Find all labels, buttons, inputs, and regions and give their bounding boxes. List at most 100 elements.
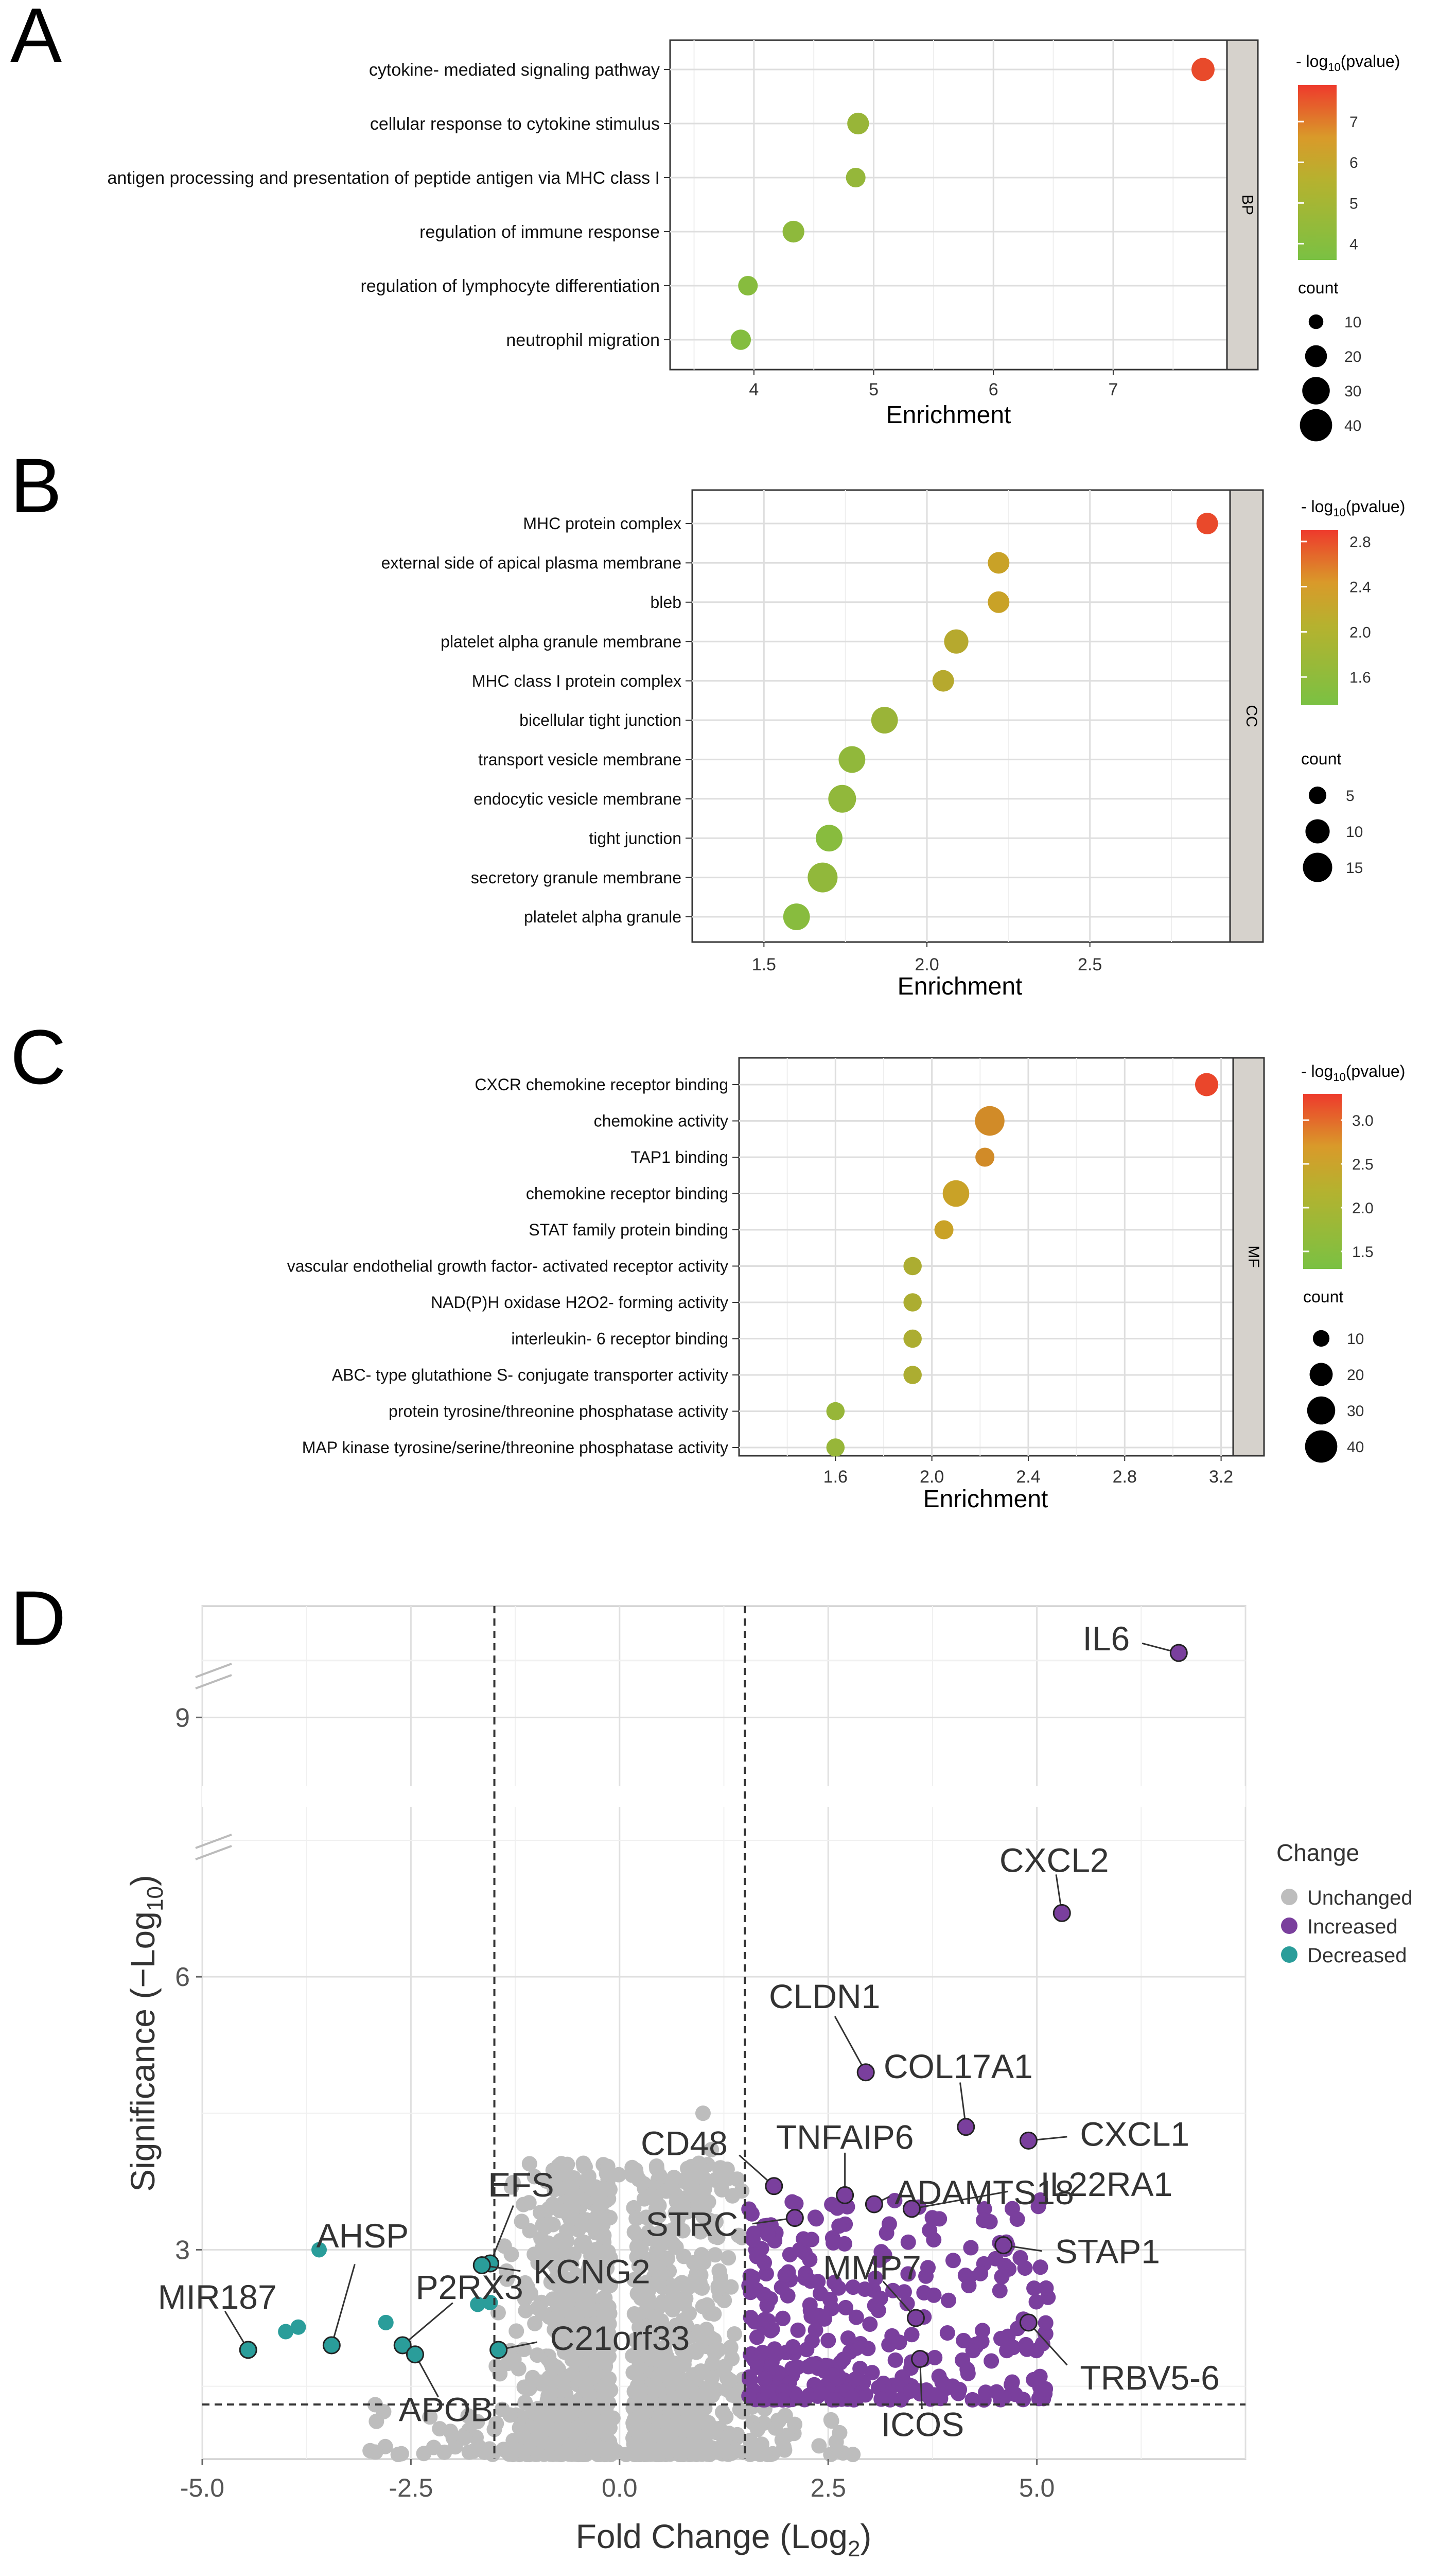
gene-point	[376, 2403, 392, 2419]
gene-point	[796, 2231, 812, 2247]
gene-point	[790, 2322, 806, 2338]
x-tick-label: 5.0	[1019, 2473, 1055, 2502]
facet-strip	[1232, 1057, 1265, 1457]
labeled-gene-point	[994, 2236, 1013, 2255]
x-ticks: 1.6 2.0 2.4 2.8 3.2	[823, 1456, 1233, 1487]
size-key-dot	[1305, 345, 1327, 368]
x-axis-title: Fold Change (Log	[576, 2517, 848, 2555]
gene-point	[699, 2380, 715, 2396]
gene-point	[749, 2329, 765, 2345]
x-ticks: 4 5 6 7	[749, 370, 1118, 399]
gene-point	[959, 2361, 975, 2377]
term-label: ABC- type glutathione S- conjugate trans…	[332, 1366, 728, 1384]
panel-letter: A	[10, 0, 62, 78]
gene-point	[627, 2162, 643, 2178]
labeled-gene-point	[472, 2256, 491, 2274]
gene-point	[505, 2175, 521, 2191]
gene-point	[1004, 2374, 1020, 2390]
gene-point	[530, 2300, 546, 2316]
color-tick-label: 3.0	[1352, 1112, 1374, 1129]
gene-point	[978, 2384, 994, 2400]
legend-color-title-tail: (pvalue)	[1341, 52, 1400, 71]
gene-point	[603, 2277, 619, 2293]
gene-point	[678, 2291, 694, 2307]
gene-point	[927, 2349, 943, 2365]
enrichment-dot	[932, 670, 954, 692]
gene-point	[671, 2418, 687, 2434]
gene-label: IL6	[1083, 1619, 1130, 1658]
gene-point	[887, 2352, 903, 2368]
x-tick-label: -2.5	[389, 2473, 433, 2502]
gene-label: STAP1	[1055, 2233, 1160, 2271]
x-axis-title-tail: )	[860, 2517, 871, 2555]
gene-point	[666, 2169, 682, 2185]
svg-text:Fold Change (Log2): Fold Change (Log2)	[576, 2517, 872, 2559]
gene-point	[598, 2400, 614, 2416]
size-keys: 10 20 30 40	[1305, 1330, 1364, 1463]
gene-point	[567, 2174, 583, 2190]
gene-point	[999, 2343, 1015, 2359]
enrichment-dot	[826, 1438, 845, 1457]
size-keys: 5 10 15	[1303, 786, 1363, 882]
gene-point	[691, 2155, 707, 2171]
gene-point	[940, 2292, 956, 2308]
enrichment-dot	[934, 1220, 954, 1240]
gene-point	[786, 2361, 802, 2377]
enrichment-dot	[1191, 58, 1215, 81]
enrichment-dot	[1196, 512, 1218, 535]
gene-point	[638, 2321, 654, 2337]
size-key-label: 10	[1347, 1331, 1364, 1348]
gene-point	[592, 2244, 608, 2260]
gene-point	[645, 2257, 661, 2273]
gene-point	[800, 2359, 816, 2375]
gene-point	[362, 2443, 378, 2459]
gene-point	[760, 2226, 776, 2242]
labeled-gene-point	[902, 2200, 921, 2218]
gene-point	[881, 2216, 897, 2232]
gene-point	[628, 2210, 644, 2226]
size-key-dot	[1303, 852, 1332, 882]
color-tick-label: 2.5	[1352, 1156, 1374, 1173]
gene-point	[542, 2381, 558, 2397]
gene-point	[699, 2297, 715, 2313]
gene-point	[552, 2181, 568, 2197]
gene-point	[436, 2444, 452, 2460]
gene-point	[564, 2423, 580, 2439]
color-tick-label: 4	[1349, 236, 1358, 253]
gene-point	[857, 2281, 873, 2297]
gene-point	[749, 2359, 765, 2375]
gene-point	[570, 2331, 586, 2347]
grid	[670, 40, 1227, 370]
gene-point	[651, 2413, 666, 2429]
x-tick-label: 4	[749, 380, 759, 399]
gene-point	[1038, 2381, 1054, 2397]
enrichment-dot	[903, 1293, 922, 1312]
gene-point	[532, 2246, 548, 2262]
gene-point	[760, 2383, 776, 2399]
gene-point	[550, 2291, 566, 2307]
gene-point	[1017, 2260, 1033, 2276]
gene-point	[625, 2364, 641, 2380]
y-axis-title-tail: )	[124, 1875, 162, 1886]
gene-point	[718, 2409, 734, 2425]
panel-c: C CXCR chemokine receptor binding chemoki…	[10, 1014, 1405, 1513]
svg-text:- log10(pvalue): - log10(pvalue)	[1301, 1062, 1405, 1084]
gene-point	[742, 2447, 758, 2463]
gene-point	[873, 2391, 889, 2407]
size-keys: 10 20 30 40	[1300, 314, 1361, 442]
gene-point	[602, 2182, 618, 2198]
color-tick-label: 2.0	[1352, 1200, 1374, 1217]
gene-point	[779, 2428, 795, 2444]
cutoff-lines	[202, 1606, 1246, 2459]
gene-point	[705, 2355, 721, 2371]
gene-label: STRC	[646, 2205, 739, 2243]
gene-point	[668, 2239, 684, 2255]
gene-point	[532, 2421, 548, 2437]
gene-point	[278, 2324, 294, 2340]
x-tick-label: 2.0	[920, 1467, 944, 1487]
gene-point	[673, 2339, 689, 2355]
color-tick-label: 5	[1349, 195, 1358, 212]
gene-point	[432, 2421, 448, 2437]
gene-point	[588, 2365, 604, 2381]
gene-point	[626, 2306, 642, 2322]
